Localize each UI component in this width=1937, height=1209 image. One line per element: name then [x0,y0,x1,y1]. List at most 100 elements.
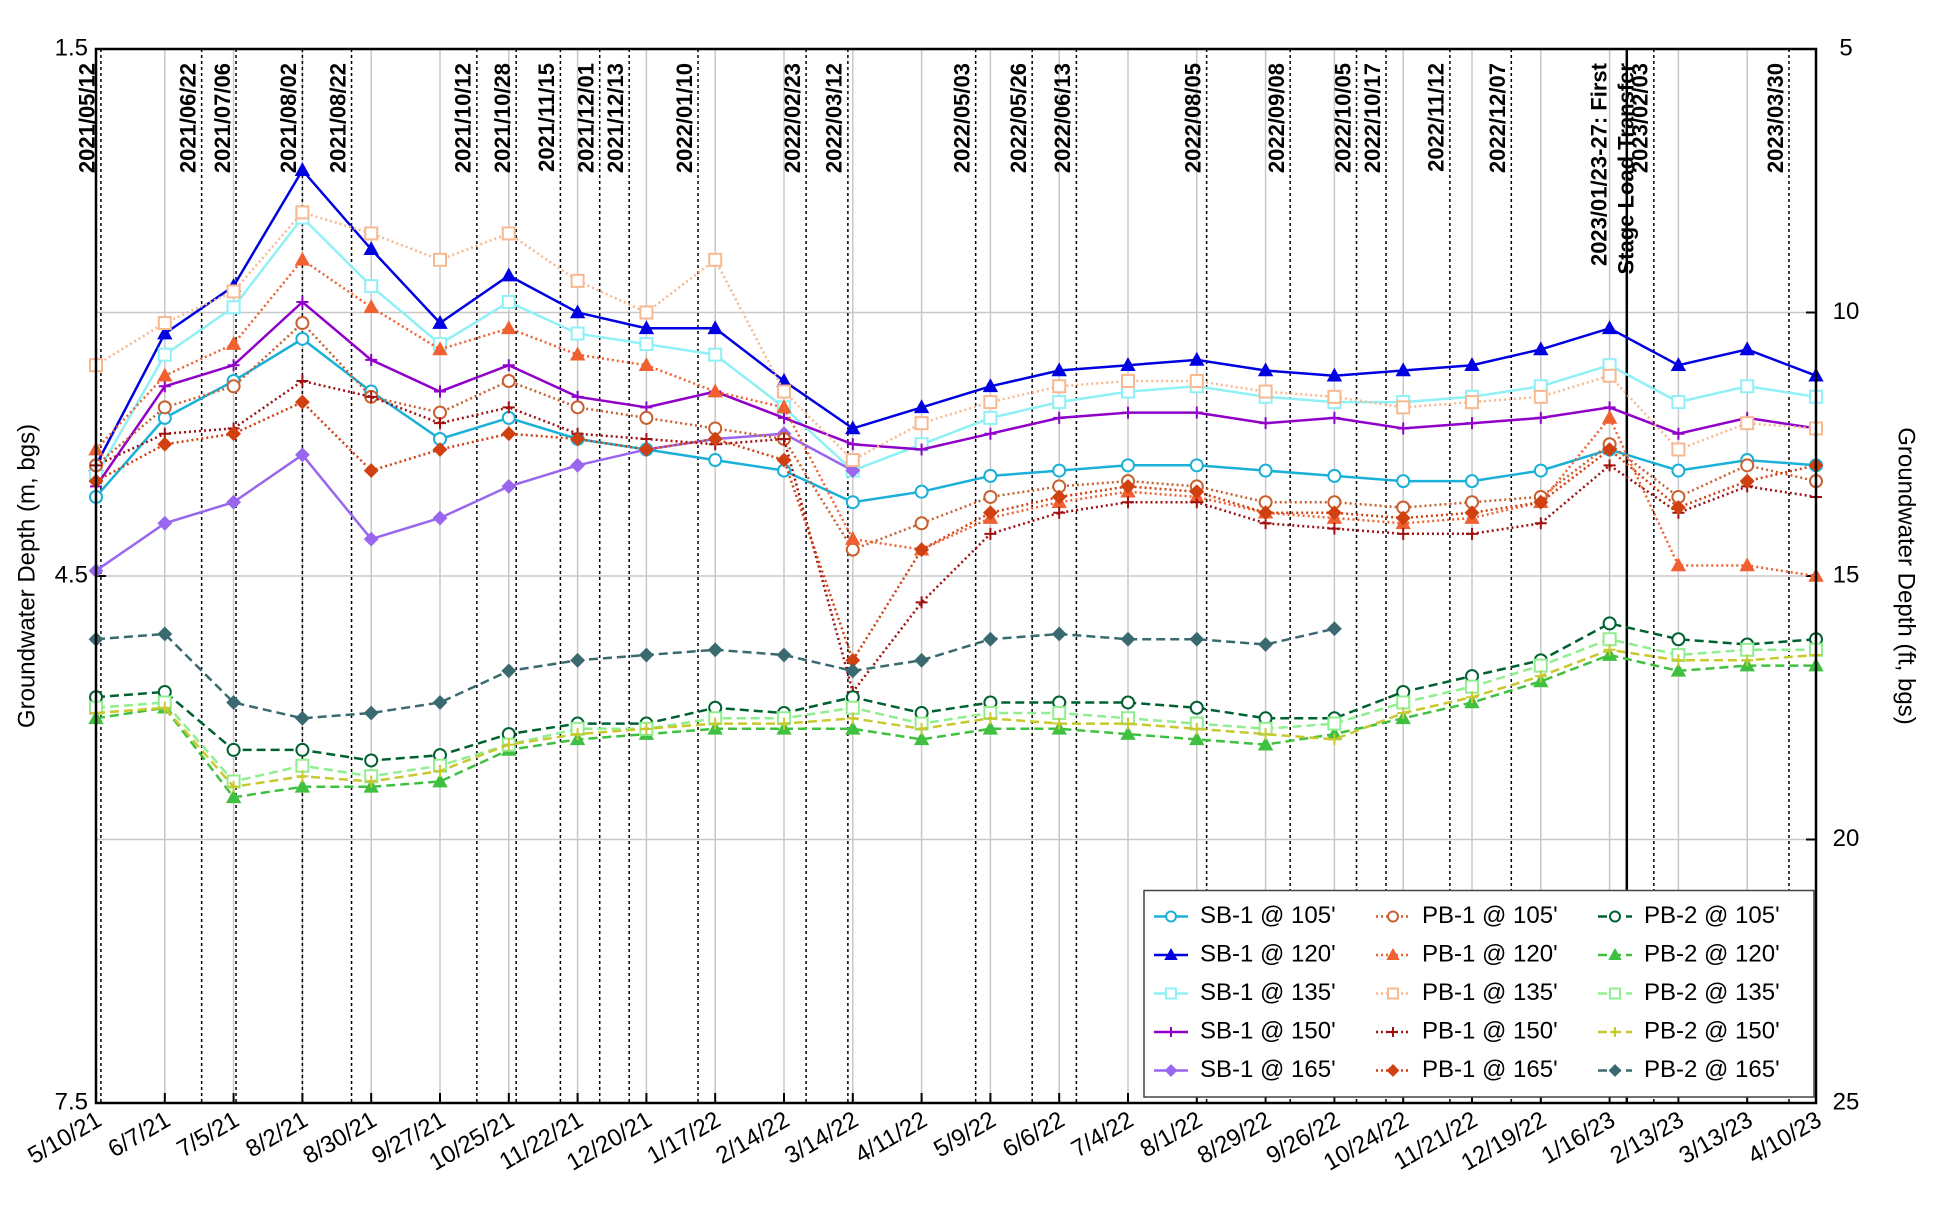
marker [983,410,998,425]
marker [501,294,516,309]
marker [1258,637,1274,652]
marker [501,478,517,494]
marker [1740,379,1755,394]
marker [226,695,242,710]
marker [1671,463,1686,478]
marker [1164,1064,1178,1077]
marker [845,542,860,557]
marker [846,712,859,725]
marker [1740,458,1755,473]
marker [364,279,379,294]
marker [1608,1064,1622,1077]
marker [982,720,999,735]
marker [1397,527,1410,540]
marker [1466,691,1478,704]
y-tick-label: 1.5 [55,34,88,61]
marker [1257,362,1274,377]
marker [1387,910,1399,923]
marker [1465,474,1479,489]
event-label: 2022/02/23 [780,63,805,173]
marker [294,710,310,726]
marker [1739,341,1755,356]
marker [1466,417,1478,430]
marker [570,273,585,288]
marker [984,427,997,440]
marker [570,431,586,447]
marker [638,647,654,663]
marker [776,452,792,468]
marker [1534,411,1547,424]
marker [432,773,448,788]
marker [569,304,586,319]
marker [1396,474,1411,489]
marker [363,705,379,721]
marker [984,527,997,540]
event-label: 2021/08/22 [325,63,350,173]
marker [708,252,723,267]
marker [1120,357,1136,371]
marker [569,346,586,361]
marker [914,484,929,499]
marker [1327,389,1342,404]
marker [708,347,723,362]
marker [1534,517,1547,530]
marker [295,316,310,331]
marker [501,410,516,425]
marker [708,453,723,468]
marker [1189,458,1204,473]
legend-label: PB-1 @ 165' [1422,1056,1558,1083]
marker [1741,654,1754,667]
marker [1258,463,1273,478]
x-tick-label: 2/14/22 [711,1106,794,1169]
event-label: 2021/12/01 [574,63,599,173]
x-tick-label: 6/7/21 [104,1106,175,1163]
marker [363,463,379,479]
series-line [95,653,1816,799]
series-line [95,258,1817,578]
marker [845,495,860,510]
x-tick-label: 4/10/23 [1743,1106,1826,1169]
marker [983,395,998,410]
x-tick-label: 3/13/23 [1675,1106,1758,1169]
x-tick-label: 7/5/21 [172,1106,243,1163]
marker [1534,670,1547,683]
marker [294,447,310,463]
event-label: 2021/07/06 [210,63,235,173]
marker [1396,400,1411,415]
marker [570,400,585,415]
marker [1189,700,1204,715]
marker [502,738,515,751]
marker [1051,489,1067,505]
marker [846,438,859,451]
legend-label: PB-1 @ 150' [1422,1017,1558,1044]
marker [570,652,586,668]
marker [1602,616,1617,631]
marker [1258,505,1274,521]
event-label: 2021/12/13 [603,63,628,173]
marker [1740,642,1755,657]
marker [914,652,930,668]
x-tick-label: 1/16/23 [1537,1106,1620,1169]
series-line [94,168,1817,466]
marker [571,728,584,741]
marker [1189,631,1205,647]
event-label: 2022/08/05 [1180,63,1205,173]
marker [1052,463,1067,478]
legend-label: PB-1 @ 105' [1422,902,1558,929]
marker [845,463,861,479]
legend-label: SB-1 @ 150' [1200,1017,1336,1044]
marker [845,663,861,679]
marker [707,383,723,398]
y2-tick-label: 15 [1833,561,1860,588]
marker [294,394,310,410]
x-tick-label: 8/30/21 [299,1106,382,1169]
marker [1395,362,1411,377]
marker [1740,416,1755,431]
x-tick-label: 2/13/23 [1606,1106,1689,1169]
marker [157,367,173,382]
marker [1609,987,1621,1000]
series-line [95,432,854,572]
event-label: 2022/05/03 [949,63,974,173]
event-label: 2021/08/02 [276,63,301,173]
marker [1603,643,1616,656]
